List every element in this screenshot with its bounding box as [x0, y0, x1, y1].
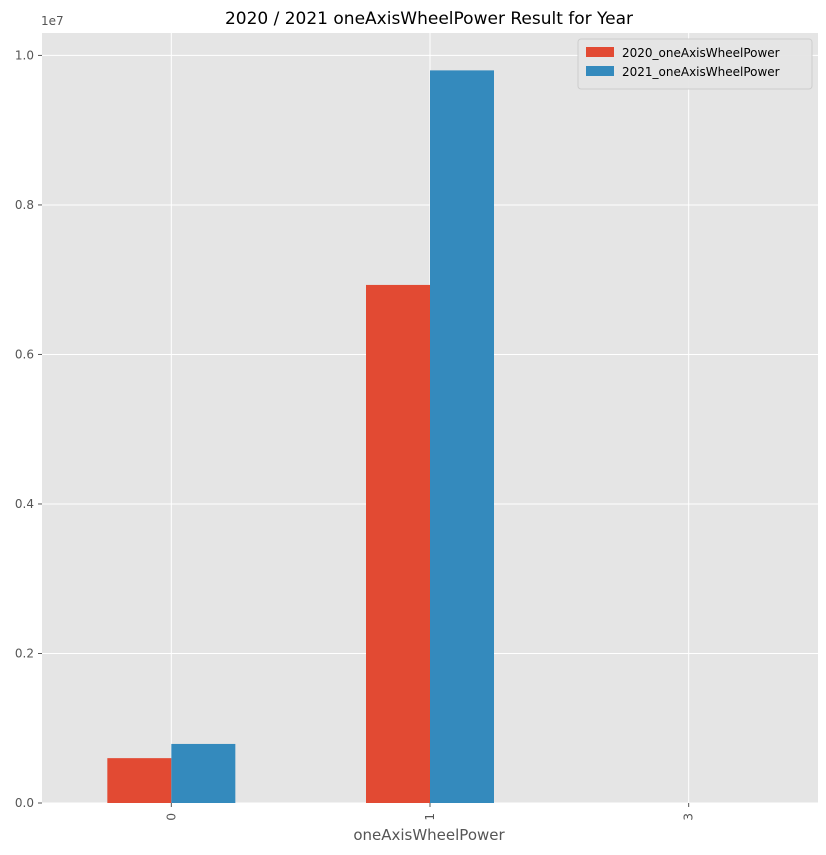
y-tick-label: 0.6	[15, 347, 34, 361]
y-axis: 0.0 0.2 0.4 0.6 0.8 1.0	[15, 48, 42, 810]
x-tick-label: 0	[164, 813, 178, 821]
legend: 2020_oneAxisWheelPower 2021_oneAxisWheelP…	[577, 38, 813, 90]
y-tick-label: 0.8	[15, 198, 34, 212]
bar	[171, 743, 236, 803]
x-tick-label: 3	[682, 813, 696, 821]
bar	[430, 70, 494, 803]
bar	[107, 758, 172, 803]
legend-label: 2021_oneAxisWheelPower	[622, 65, 780, 79]
legend-box	[577, 38, 813, 90]
y-tick-label: 0.2	[15, 646, 34, 660]
legend-swatch	[586, 47, 614, 57]
y-tick-label: 1.0	[15, 48, 34, 62]
x-axis-label: oneAxisWheelPower	[353, 826, 505, 844]
legend-label: 2020_oneAxisWheelPower	[622, 46, 780, 60]
bars	[107, 70, 494, 804]
x-tick-label: 1	[423, 813, 437, 821]
y-tick-label: 0.4	[15, 497, 34, 511]
y-offset-label: 1e7	[41, 14, 64, 28]
legend-swatch	[586, 66, 614, 76]
bar	[366, 284, 430, 804]
y-tick-label: 0.0	[15, 796, 34, 810]
chart-title: 2020 / 2021 oneAxisWheelPower Result for…	[225, 9, 633, 29]
x-axis: 0 1 3	[164, 803, 696, 821]
